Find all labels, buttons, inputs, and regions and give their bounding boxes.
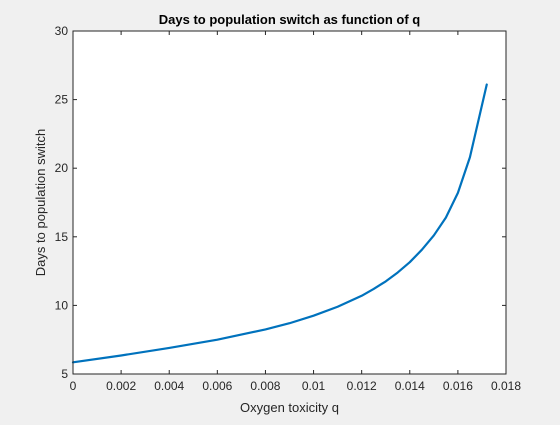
y-tick-label: 5 xyxy=(61,367,68,381)
series-line-0 xyxy=(71,83,488,364)
y-tick-label: 15 xyxy=(55,230,69,244)
x-tick-label: 0.006 xyxy=(202,379,232,393)
axes-box xyxy=(72,30,507,375)
axis-ticks: 0 0.002 0.004 0.006 0.008 0.01 0.012 0.014 0.016… xyxy=(55,24,522,393)
chart-title: Days to population switch as function of… xyxy=(159,12,421,27)
series-layer xyxy=(71,83,488,364)
x-tick-label: 0.014 xyxy=(395,379,425,393)
x-tick-label: 0 xyxy=(70,379,77,393)
y-tick-label: 25 xyxy=(55,93,69,107)
x-tick-label: 0.004 xyxy=(154,379,184,393)
x-axis-label: Oxygen toxicity q xyxy=(240,400,339,415)
x-tick-label: 0.012 xyxy=(347,379,377,393)
y-axis-label: Days to population switch xyxy=(33,129,48,276)
x-tick-label: 0.008 xyxy=(250,379,280,393)
plot-area xyxy=(73,31,506,374)
y-tick-label: 20 xyxy=(55,161,69,175)
x-tick-label: 0.01 xyxy=(302,379,326,393)
x-tick-label: 0.002 xyxy=(106,379,136,393)
x-tick-label: 0.018 xyxy=(491,379,521,393)
y-tick-label: 10 xyxy=(55,298,69,312)
y-tick-label: 30 xyxy=(55,24,69,38)
x-tick-label: 0.016 xyxy=(443,379,473,393)
